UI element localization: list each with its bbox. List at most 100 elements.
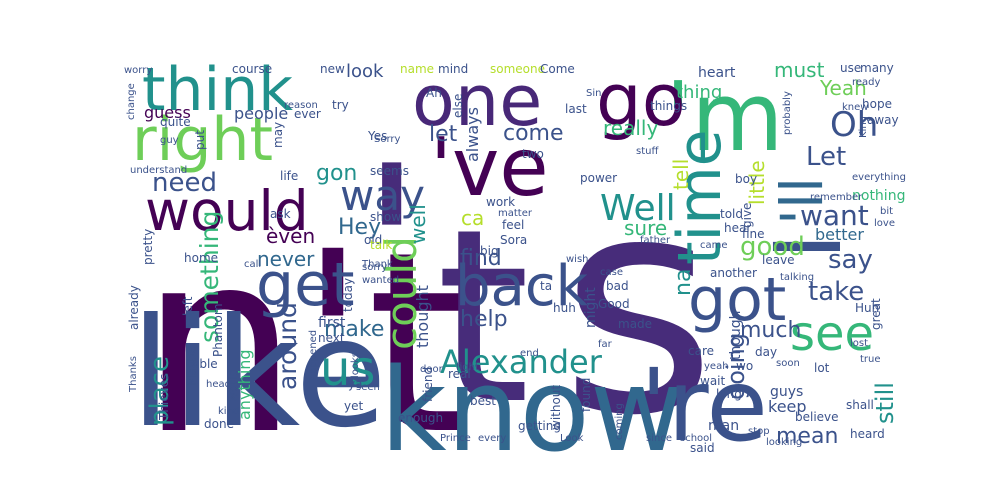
word-154: understand: [130, 165, 187, 176]
word-123: show: [370, 210, 401, 224]
word-23: way: [340, 171, 425, 220]
word-85: shall: [846, 398, 874, 412]
word-140: friend: [421, 367, 435, 402]
word-65: people: [234, 104, 288, 123]
word-132: huh: [553, 301, 576, 315]
word-97: Phantom: [211, 303, 225, 357]
word-69: made: [618, 317, 652, 331]
word-169: came: [700, 240, 728, 251]
word-54: na: [671, 269, 696, 296]
word-152: change: [126, 83, 137, 120]
word-141: getting: [518, 419, 561, 433]
word-146: already: [127, 285, 141, 330]
word-27: want: [800, 199, 869, 232]
word-142: without: [549, 385, 563, 430]
word-164: Sin: [586, 88, 601, 99]
word-138: yet: [344, 399, 363, 413]
word-108: told: [720, 207, 743, 221]
word-139: ya: [348, 377, 362, 391]
word-29: Let: [806, 142, 846, 172]
word-186: head: [206, 379, 231, 390]
word-8: 'm: [665, 63, 784, 173]
word-127: fine: [742, 227, 765, 241]
word-160: King: [858, 116, 869, 138]
word-194: school: [680, 433, 712, 444]
word-135: big: [480, 244, 499, 258]
word-11: I: [755, 233, 862, 260]
word-174: yeah: [704, 361, 729, 372]
word-56: ca: [461, 206, 484, 230]
word-19: back: [455, 254, 589, 319]
word-72: man: [708, 418, 739, 434]
word-7: one: [412, 60, 542, 142]
word-34: place: [145, 356, 175, 426]
word-18: got: [688, 265, 786, 335]
word-5: know: [380, 344, 684, 478]
word-2: n't: [140, 198, 465, 489]
word-38: help: [460, 307, 508, 332]
word-93: ask: [270, 207, 291, 221]
word-21: us: [320, 341, 375, 397]
word-131: Good: [598, 297, 630, 311]
word-40: Hey: [338, 215, 381, 240]
word-79: best: [470, 394, 496, 408]
word-88: give: [740, 203, 754, 228]
word-28: need: [152, 168, 217, 198]
word-36: never: [257, 247, 315, 271]
word-103: hope: [862, 97, 892, 111]
word-119: ever: [294, 107, 321, 121]
word-188: seen: [356, 382, 380, 393]
word-120: try: [332, 98, 349, 112]
word-195: stop: [748, 426, 770, 437]
word-59: thing: [676, 82, 722, 103]
word-58: well: [406, 204, 430, 244]
word-115: course: [232, 62, 272, 76]
word-198: bit: [880, 206, 893, 217]
word-173: soon: [776, 358, 800, 369]
word-16: get: [256, 250, 355, 320]
word-189: every: [478, 433, 506, 444]
word-31: something: [195, 211, 224, 343]
word-177: fight: [456, 362, 479, 373]
word-100: feel: [502, 218, 524, 232]
word-162: ready: [852, 77, 881, 88]
word-176: end: [520, 348, 539, 359]
word-71: guys: [770, 384, 803, 400]
word-116: name: [400, 62, 434, 76]
word-67: heart: [698, 65, 736, 81]
word-48: really: [603, 116, 658, 140]
word-158: remember: [810, 192, 863, 203]
word-63: thought: [413, 285, 432, 348]
word-124: old: [364, 233, 382, 247]
word-70: day: [755, 345, 777, 359]
word-185: Thanks: [128, 356, 139, 393]
word-98: Thieves: [157, 374, 171, 421]
word-171: lost: [850, 338, 868, 349]
word-20: could: [377, 236, 426, 350]
word-122: seems: [370, 164, 409, 178]
word-136: today: [341, 278, 355, 312]
word-44: let: [429, 122, 458, 147]
word-110: Yes: [367, 129, 387, 143]
word-75: real: [448, 367, 471, 381]
word-121: may: [271, 122, 285, 148]
word-159: everything: [852, 172, 906, 183]
word-90: put: [193, 130, 207, 150]
word-143: found: [579, 378, 593, 412]
word-109: power: [580, 171, 617, 185]
word-52: tell: [669, 159, 693, 190]
word-113: someone: [490, 62, 545, 76]
word-165: matter: [498, 208, 533, 219]
word-111: Ah: [426, 86, 442, 100]
word-57: èven: [266, 224, 315, 248]
word-81: work: [486, 195, 515, 209]
word-137: done: [204, 417, 234, 431]
word-45: look: [346, 61, 384, 82]
word-50: still: [871, 382, 899, 424]
word-187: kind: [218, 406, 239, 417]
word-118: new: [320, 62, 345, 76]
word-145: able: [192, 357, 218, 371]
word-4: like: [130, 287, 387, 461]
word-13: right: [132, 105, 273, 175]
